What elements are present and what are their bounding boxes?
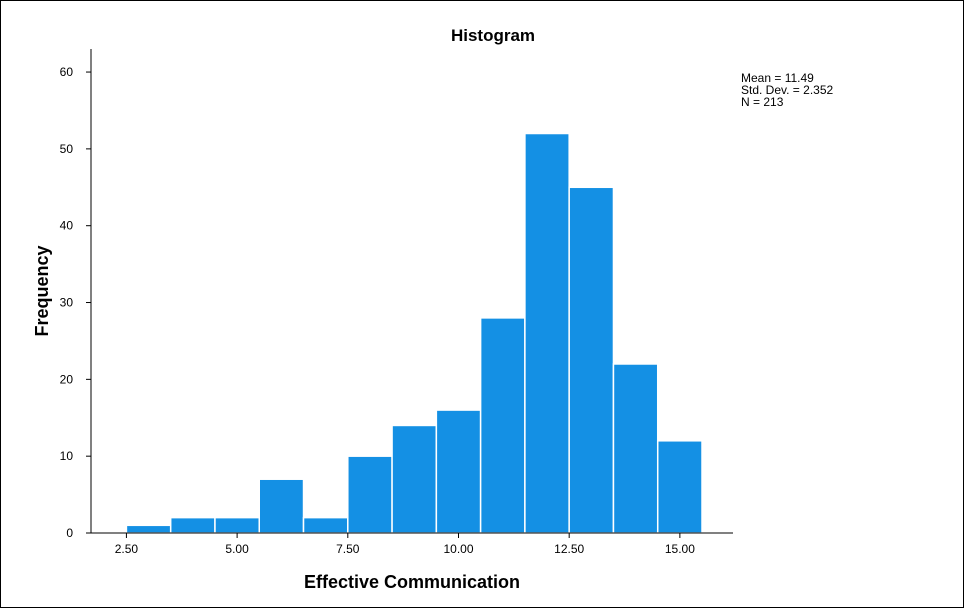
histogram-bar — [479, 317, 526, 534]
histogram-bar — [568, 186, 615, 534]
stats-n: N = 213 — [741, 95, 784, 109]
histogram-bar — [435, 409, 482, 534]
y-ticks-layer: 0 10 20 30 40 50 60 — [60, 65, 91, 540]
histogram-bar — [125, 524, 172, 534]
bars-layer — [125, 132, 703, 534]
histogram-bar — [169, 516, 216, 534]
x-tick-label: 10.00 — [443, 542, 473, 556]
y-tick-label: 60 — [60, 65, 74, 79]
x-ticks-layer: 2.50 5.00 7.50 10.00 12.50 15.00 — [115, 533, 695, 556]
x-tick-label: 7.50 — [336, 542, 360, 556]
y-axis-label: Frequency — [32, 245, 52, 336]
y-tick-label: 30 — [60, 296, 74, 310]
stats-std-dev: Std. Dev. = 2.352 — [741, 83, 833, 97]
histogram-bar — [302, 516, 349, 534]
histogram-bar — [524, 132, 570, 534]
y-tick-label: 40 — [60, 219, 74, 233]
x-tick-label: 12.50 — [554, 542, 584, 556]
histogram-bar — [258, 478, 305, 534]
y-tick-label: 50 — [60, 142, 74, 156]
histogram-bar — [391, 424, 438, 534]
x-tick-label: 15.00 — [665, 542, 695, 556]
stats-box: Mean = 11.49 Std. Dev. = 2.352 N = 213 — [741, 71, 833, 109]
y-tick-label: 0 — [66, 526, 73, 540]
y-tick-label: 10 — [60, 449, 74, 463]
histogram-bar — [656, 440, 703, 534]
histogram-bar — [214, 516, 260, 534]
histogram-bar — [347, 455, 393, 534]
x-tick-label: 5.00 — [225, 542, 249, 556]
x-tick-label: 2.50 — [115, 542, 139, 556]
histogram-bar — [612, 363, 659, 534]
y-tick-label: 20 — [60, 372, 74, 386]
stats-mean: Mean = 11.49 — [741, 71, 814, 85]
x-axis-label: Effective Communication — [304, 572, 520, 592]
chart-title: Histogram — [451, 26, 535, 45]
